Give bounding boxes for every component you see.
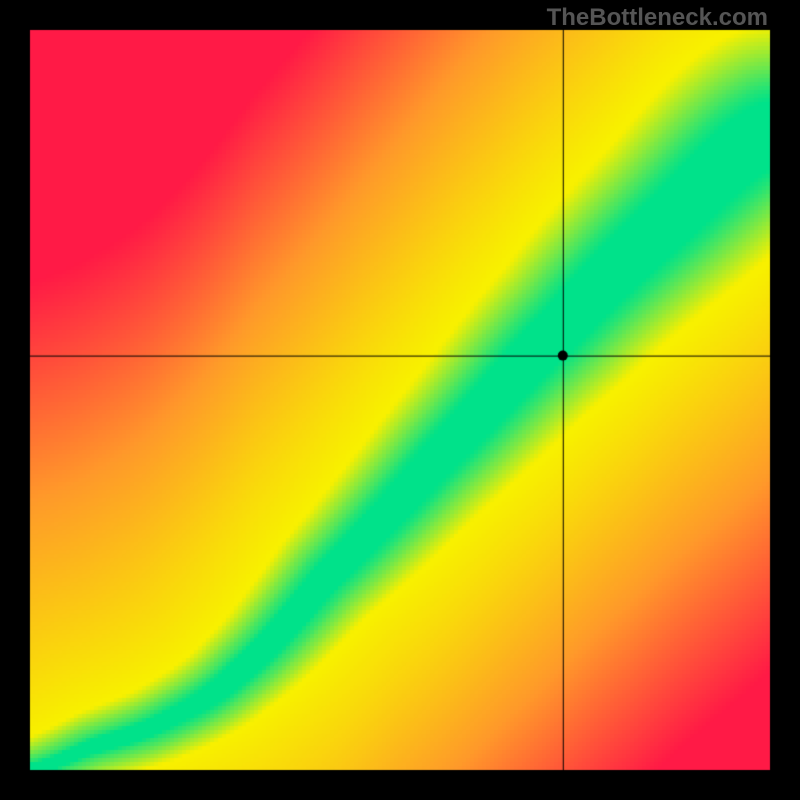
- watermark-text: TheBottleneck.com: [547, 4, 768, 32]
- bottleneck-heatmap: [0, 0, 800, 800]
- chart-container: TheBottleneck.com: [0, 0, 800, 800]
